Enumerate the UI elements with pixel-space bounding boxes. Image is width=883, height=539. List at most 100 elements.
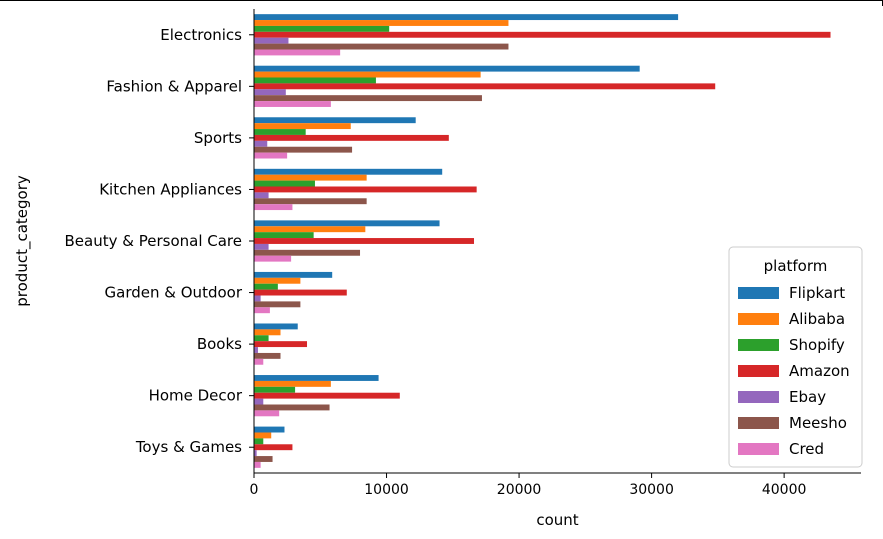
bar-kitchen-appliances-shopify [254, 180, 315, 187]
bar-sports-alibaba [254, 123, 351, 130]
bar-fashion-apparel-ebay [254, 89, 286, 96]
bar-toys-games-ebay [254, 450, 257, 457]
legend-swatch-ebay [738, 391, 779, 403]
bar-fashion-apparel-cred [254, 101, 331, 107]
bar-garden-outdoor-alibaba [254, 277, 301, 284]
bar-toys-games-flipkart [254, 426, 285, 433]
legend-frame [728, 246, 863, 468]
legend-label-flipkart: Flipkart [789, 284, 845, 302]
legend-swatch-meesho [738, 417, 779, 429]
bar-books-amazon [254, 341, 308, 348]
bar-kitchen-appliances-amazon [254, 186, 477, 193]
bar-sports-ebay [254, 140, 268, 147]
bar-fashion-apparel-amazon [254, 83, 716, 90]
bar-sports-shopify [254, 129, 306, 135]
bar-toys-games-shopify [254, 438, 264, 445]
x-tick-label: 40000 [762, 482, 807, 498]
bar-electronics-alibaba [254, 20, 509, 26]
legend-label-shopify: Shopify [789, 336, 845, 354]
legend-swatch-alibaba [738, 313, 779, 325]
legend-label-amazon: Amazon [789, 362, 850, 380]
bar-beauty-personal-care-alibaba [254, 226, 366, 233]
bar-fashion-apparel-flipkart [254, 65, 640, 72]
axes-group: 0 10000 20000 30000 40000 Electronics Fashion … [13, 9, 861, 529]
x-axis-label: count [536, 511, 578, 529]
bar-electronics-shopify [254, 25, 390, 32]
x-tick-label: 20000 [497, 482, 542, 498]
bar-garden-outdoor-ebay [254, 295, 261, 302]
y-tick-label: Home Decor [149, 387, 243, 405]
bar-toys-games-alibaba [254, 432, 272, 439]
legend-swatch-amazon [738, 365, 779, 377]
bar-books-flipkart [254, 323, 298, 330]
legend-swatch-flipkart [738, 287, 779, 299]
bar-toys-games-meesho [254, 456, 273, 462]
bar-fashion-apparel-alibaba [254, 71, 481, 78]
bar-electronics-amazon [254, 31, 831, 38]
bar-garden-outdoor-flipkart [254, 271, 333, 278]
legend-swatch-shopify [738, 339, 779, 351]
bar-toys-games-amazon [254, 444, 293, 451]
bar-electronics-flipkart [254, 14, 679, 21]
x-tick-label: 0 [250, 482, 259, 498]
bar-beauty-personal-care-ebay [254, 243, 269, 250]
legend-label-ebay: Ebay [789, 388, 826, 406]
legend-label-cred: Cred [789, 440, 824, 458]
bar-home-decor-alibaba [254, 380, 331, 387]
bar-garden-outdoor-amazon [254, 289, 347, 296]
y-tick-label: Kitchen Appliances [99, 180, 242, 198]
y-tick-label: Garden & Outdoor [105, 284, 243, 302]
bar-home-decor-cred [254, 410, 280, 417]
bar-home-decor-flipkart [254, 375, 379, 381]
bar-kitchen-appliances-ebay [254, 192, 269, 199]
bar-books-shopify [254, 335, 269, 342]
bar-electronics-meesho [254, 43, 509, 50]
legend-swatch-cred [738, 443, 779, 455]
x-tick-label: 10000 [364, 482, 409, 498]
bar-kitchen-appliances-cred [254, 204, 293, 211]
y-tick-label: Toys & Games [135, 438, 242, 456]
bar-kitchen-appliances-flipkart [254, 168, 443, 175]
bar-books-meesho [254, 352, 281, 359]
bar-home-decor-amazon [254, 392, 400, 399]
y-tick-label: Fashion & Apparel [106, 77, 242, 95]
legend-label-meesho: Meesho [789, 414, 847, 432]
bar-books-ebay [254, 347, 258, 353]
bar-garden-outdoor-shopify [254, 283, 278, 290]
bar-kitchen-appliances-alibaba [254, 174, 367, 181]
bar-sports-cred [254, 152, 288, 159]
bar-sports-meesho [254, 146, 353, 153]
bar-kitchen-appliances-meesho [254, 198, 367, 205]
legend-title: platform [764, 257, 828, 275]
bars-group [254, 14, 831, 468]
bar-beauty-personal-care-shopify [254, 232, 314, 239]
bar-garden-outdoor-cred [254, 307, 270, 314]
bar-home-decor-ebay [254, 398, 264, 405]
y-tick-label: Electronics [160, 26, 242, 44]
y-tick-label: Books [197, 335, 242, 353]
bar-books-alibaba [254, 329, 281, 336]
bar-beauty-personal-care-cred [254, 255, 292, 262]
bar-electronics-ebay [254, 37, 289, 44]
bar-fashion-apparel-shopify [254, 77, 376, 84]
bar-home-decor-shopify [254, 386, 296, 393]
bar-beauty-personal-care-meesho [254, 249, 361, 256]
bar-sports-amazon [254, 134, 449, 141]
bar-toys-games-cred [254, 461, 261, 468]
legend-label-alibaba: Alibaba [789, 310, 845, 328]
bar-home-decor-meesho [254, 404, 330, 411]
y-axis-label: product_category [13, 175, 32, 307]
legend: platform Flipkart Alibaba Shopify Amazon Ebay… [728, 246, 863, 468]
x-tick-label: 30000 [629, 482, 674, 498]
top-border [0, 0, 883, 1]
bar-beauty-personal-care-flipkart [254, 220, 440, 227]
bar-electronics-cred [254, 49, 341, 56]
y-tick-label: Sports [194, 129, 242, 147]
bar-sports-flipkart [254, 117, 416, 124]
y-tick-label: Beauty & Personal Care [65, 232, 242, 250]
bar-garden-outdoor-meesho [254, 301, 301, 308]
bar-beauty-personal-care-amazon [254, 238, 475, 244]
bar-fashion-apparel-meesho [254, 95, 482, 102]
bar-books-cred [254, 358, 264, 365]
